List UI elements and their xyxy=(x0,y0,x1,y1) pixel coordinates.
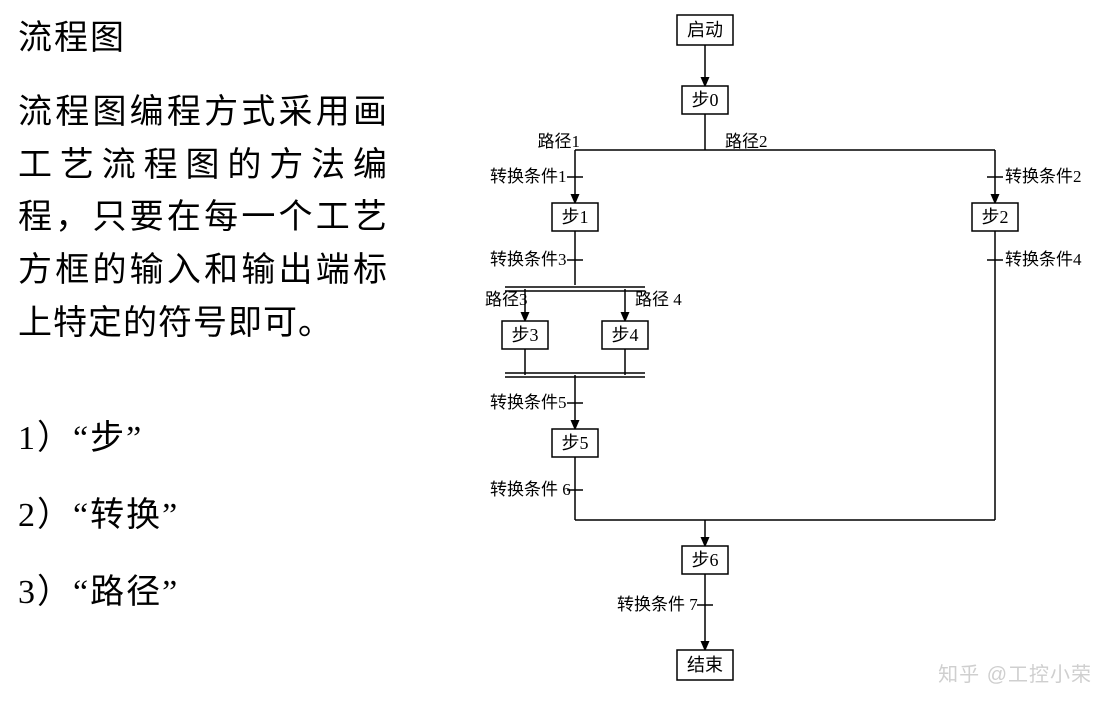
flow-node-label: 启动 xyxy=(687,20,723,40)
flowchart-diagram: 启动步0 步1 步2 步3 步4 步5 步6 结束 路径1 路径2 转换条件1 转换条件2 转换条件3 转… xyxy=(430,5,1100,695)
flow-node-label: 步6 xyxy=(692,550,719,570)
flow-node-label: 步1 xyxy=(562,207,589,227)
terms-list: 1）“步” 2）“转换” 3）“路径” xyxy=(18,410,388,613)
list-item: 3）“路径” xyxy=(18,564,388,613)
flow-node-label: 步0 xyxy=(692,90,719,110)
flow-label: 转换条件 6 xyxy=(490,480,571,499)
body-text: 流程图编程方式采用画工艺流程图的方法编程，只要在每一个工艺方框的输入和输出端标上… xyxy=(18,87,388,350)
flow-label: 路径2 xyxy=(725,132,768,151)
flow-node-label: 结束 xyxy=(687,655,723,675)
flow-label: 转换条件5 xyxy=(490,393,567,412)
flow-label: 路径1 xyxy=(538,132,581,151)
list-item: 2）“转换” xyxy=(18,487,388,536)
flow-label: 转换条件3 xyxy=(490,250,567,269)
flow-label: 转换条件2 xyxy=(1005,167,1082,186)
flow-label: 路径 4 xyxy=(635,290,682,309)
list-item: 1）“步” xyxy=(18,410,388,459)
flow-node-label: 步2 xyxy=(982,207,1009,227)
watermark: 知乎 @工控小荣 xyxy=(938,658,1092,687)
flow-label: 转换条件 7 xyxy=(617,595,698,614)
flow-label: 转换条件1 xyxy=(490,167,567,186)
flow-label: 路径3 xyxy=(485,290,528,309)
flow-node-label: 步3 xyxy=(512,325,539,345)
flow-node-label: 步5 xyxy=(562,433,589,453)
text-panel: 流程图 流程图编程方式采用画工艺流程图的方法编程，只要在每一个工艺方框的输入和输… xyxy=(18,10,388,641)
flow-label: 转换条件4 xyxy=(1005,250,1082,269)
title: 流程图 xyxy=(18,10,388,59)
flow-node-label: 步4 xyxy=(612,325,639,345)
